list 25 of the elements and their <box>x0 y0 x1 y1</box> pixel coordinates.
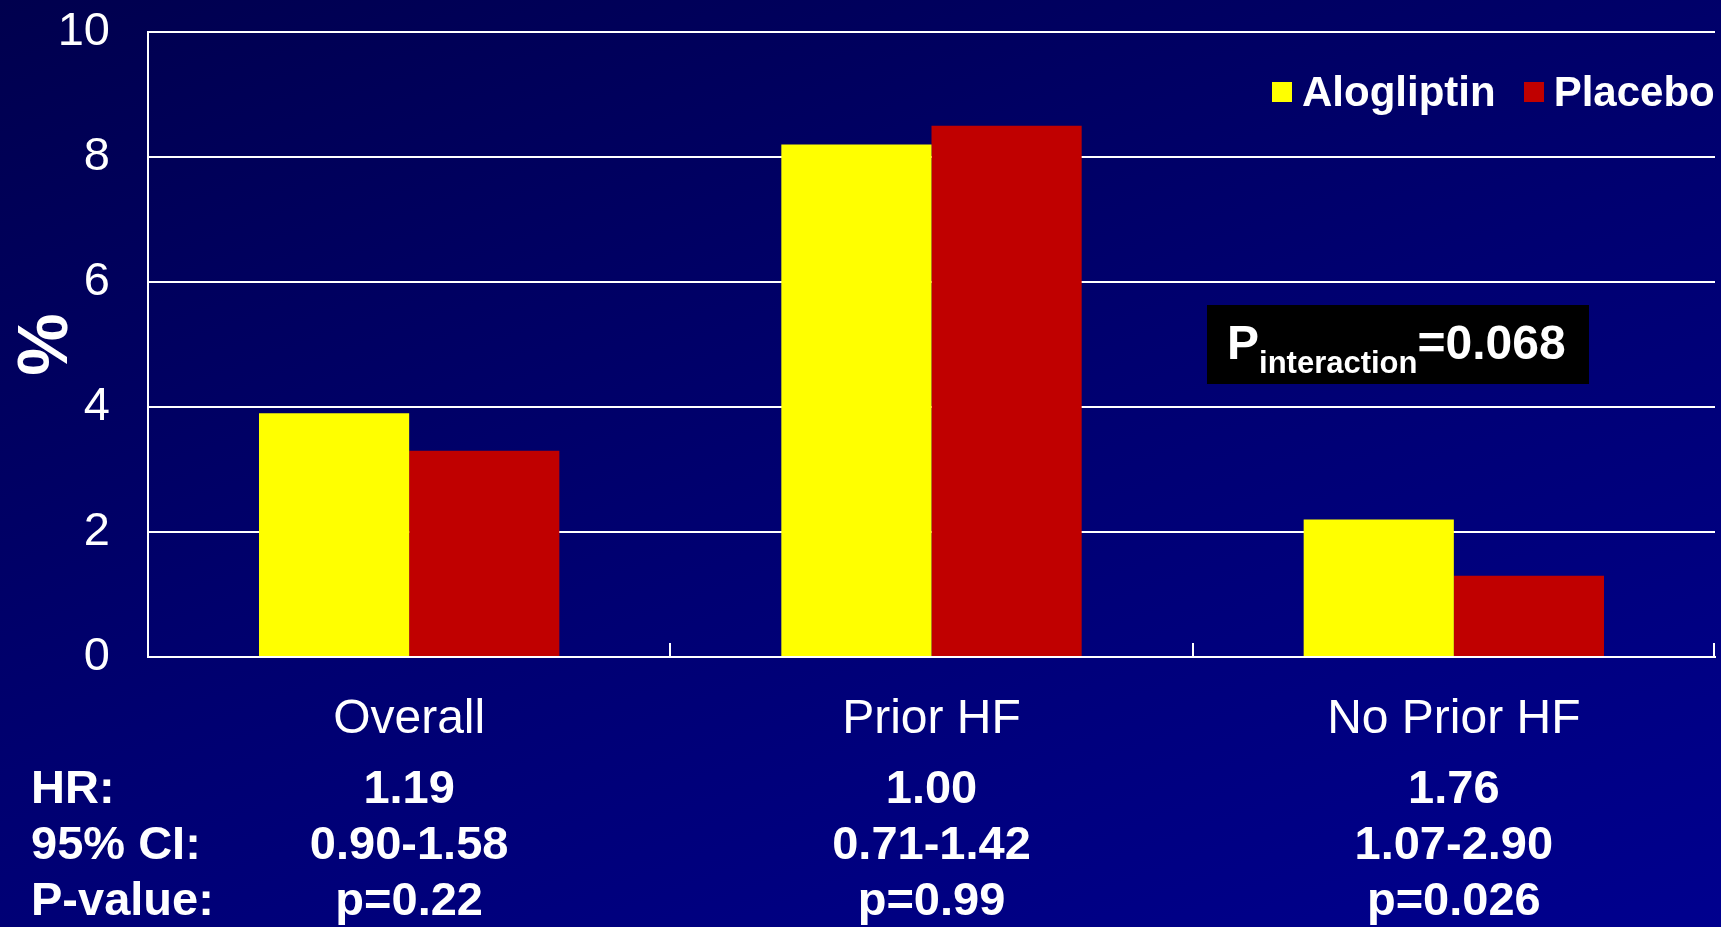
text: 1.07-2.90 <box>1354 815 1554 869</box>
text: 1.76 <box>1408 759 1500 813</box>
legend-label: Alogliptin <box>1302 68 1496 116</box>
y-tick-label: 4 <box>83 376 110 430</box>
text: HR: <box>31 759 115 813</box>
text: p=0.026 <box>1366 871 1541 925</box>
y-axis-title: % <box>4 313 83 376</box>
text: p=0.99 <box>857 871 1006 925</box>
y-tick-label: 8 <box>83 126 110 180</box>
y-tick-label: 0 <box>83 626 110 680</box>
text: P-value: <box>31 871 214 925</box>
text: 95% CI: <box>31 815 201 869</box>
text: 0.71-1.42 <box>832 815 1031 869</box>
y-tick-label: 6 <box>83 251 110 305</box>
annotation: P$_{interaction}$=0.068 <box>1207 305 1589 384</box>
legend-label: Placebo <box>1553 68 1715 116</box>
text: p=0.22 <box>335 871 483 925</box>
y-tick-label: 10 <box>57 1 110 55</box>
text: 1.00 <box>885 759 978 813</box>
x-tick-label: Prior HF <box>842 690 1021 744</box>
x-tick-label: No Prior HF <box>1327 690 1581 744</box>
x-tick-label: Overall <box>333 690 486 744</box>
y-tick-label: 2 <box>83 501 110 555</box>
text: 0.90-1.58 <box>309 815 509 869</box>
text: 1.19 <box>363 759 455 813</box>
